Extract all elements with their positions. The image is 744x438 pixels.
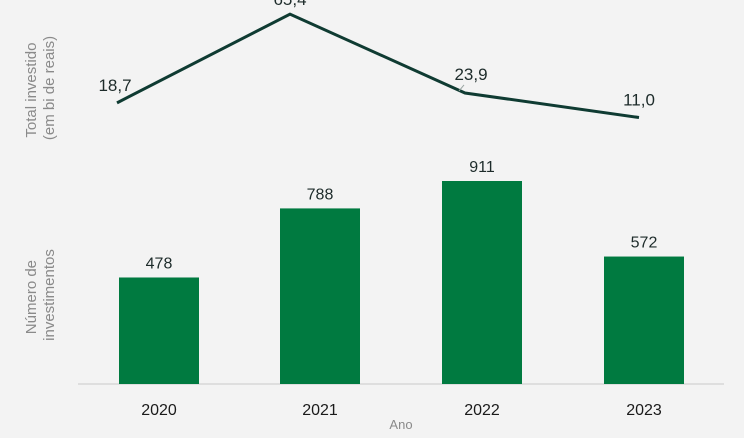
bars-layer: 478 788 911 572: [119, 159, 684, 384]
bar-2023: [604, 256, 684, 384]
line-axis-title-line-2: (em bi de reais): [41, 36, 58, 140]
line-label-2020: 18,7: [98, 76, 131, 95]
x-tick-2023: 2023: [626, 402, 662, 419]
x-tick-2020: 2020: [141, 402, 177, 419]
bar-axis-title-line-1: Número de: [23, 260, 40, 334]
bar-2020: [119, 277, 199, 384]
bar-label-2021: 788: [307, 186, 334, 203]
x-tick-2021: 2021: [302, 402, 338, 419]
line-series-total-investido: [116, 12, 640, 119]
bar-label-2020: 478: [146, 255, 173, 272]
bar-label-2022: 911: [469, 159, 495, 176]
bar-2021: [280, 208, 360, 384]
line-label-leader-2022: [458, 84, 465, 92]
bar-2022: [442, 181, 522, 384]
bar-axis-title: Número de investimentos: [23, 249, 58, 341]
x-ticks-layer: 2020 2021 2022 2023: [141, 402, 662, 419]
line-axis-title-line-1: Total investido: [23, 43, 40, 138]
line-label-2022: 23,9: [454, 65, 487, 84]
line-label-2021: 65,4: [273, 0, 306, 9]
bar-label-2023: 572: [631, 235, 658, 252]
x-axis-title: Ano: [389, 417, 412, 432]
line-axis-title: Total investido (em bi de reais): [23, 36, 58, 140]
line-label-2023: 11,0: [623, 91, 655, 110]
bar-axis-title-line-2: investimentos: [41, 249, 58, 341]
line-layer: 18,7 65,4 23,9 11,0: [98, 0, 655, 119]
x-tick-2022: 2022: [464, 402, 500, 419]
